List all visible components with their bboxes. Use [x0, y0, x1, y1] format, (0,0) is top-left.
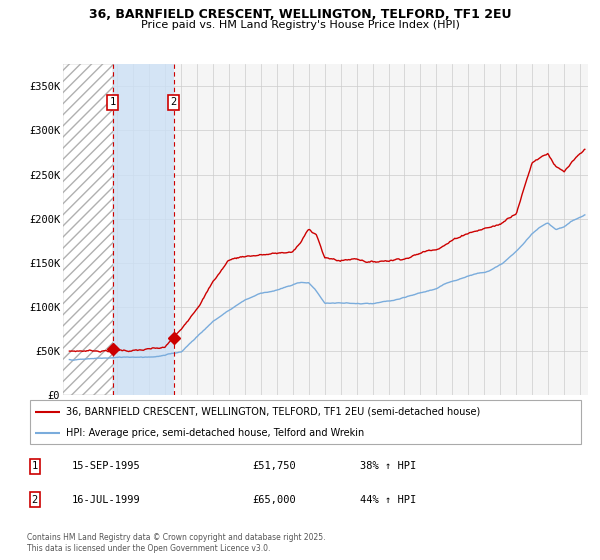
Text: Contains HM Land Registry data © Crown copyright and database right 2025.
This d: Contains HM Land Registry data © Crown c… — [27, 533, 325, 553]
Text: 44% ↑ HPI: 44% ↑ HPI — [360, 494, 416, 505]
FancyBboxPatch shape — [30, 400, 581, 444]
Bar — [113, 64, 174, 395]
Text: 2: 2 — [170, 97, 177, 108]
Text: HPI: Average price, semi-detached house, Telford and Wrekin: HPI: Average price, semi-detached house,… — [66, 428, 364, 438]
Text: 15-SEP-1995: 15-SEP-1995 — [72, 461, 141, 472]
Text: 38% ↑ HPI: 38% ↑ HPI — [360, 461, 416, 472]
Bar — [63, 64, 113, 395]
Text: Price paid vs. HM Land Registry's House Price Index (HPI): Price paid vs. HM Land Registry's House … — [140, 20, 460, 30]
Text: £65,000: £65,000 — [252, 494, 296, 505]
Text: 2: 2 — [32, 494, 38, 505]
Text: 36, BARNFIELD CRESCENT, WELLINGTON, TELFORD, TF1 2EU (semi-detached house): 36, BARNFIELD CRESCENT, WELLINGTON, TELF… — [66, 407, 481, 417]
Text: 16-JUL-1999: 16-JUL-1999 — [72, 494, 141, 505]
Text: 36, BARNFIELD CRESCENT, WELLINGTON, TELFORD, TF1 2EU: 36, BARNFIELD CRESCENT, WELLINGTON, TELF… — [89, 8, 511, 21]
Text: 1: 1 — [32, 461, 38, 472]
Text: £51,750: £51,750 — [252, 461, 296, 472]
Text: 1: 1 — [110, 97, 116, 108]
